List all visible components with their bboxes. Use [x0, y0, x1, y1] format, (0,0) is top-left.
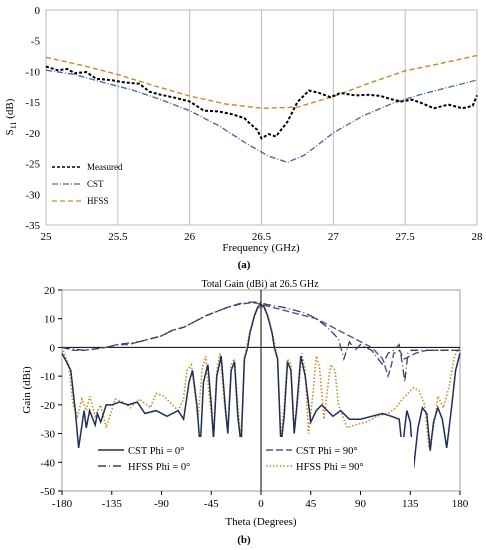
chart-a-x-tick-label: 27: [328, 231, 340, 243]
chart-b-x-tick-label: 180: [452, 498, 469, 510]
chart-a-series-line-cst: [45, 69, 478, 164]
chart-a-x-tick-label: 25: [41, 231, 53, 243]
chart-b-y-tick-label: 0: [50, 342, 56, 354]
chart-b-x-axis-label: Theta (Degrees): [225, 516, 296, 528]
chart-b-legend-label: HFSS Phi = 90°: [296, 462, 364, 473]
chart-b-y-ticks: 20 10 0 -10 -20 -30 -40 -50: [40, 285, 55, 498]
chart-a-x-tick-label: 28: [472, 231, 484, 243]
chart-a-x-ticks: 25 25.5 26 26.5 27 27.5 28: [41, 231, 484, 243]
chart-b-y-axis-label: Gain (dBi): [21, 366, 33, 414]
chart-b-y-tick-label: -50: [40, 486, 55, 498]
chart-a-caption: (a): [238, 259, 251, 271]
chart-b-y-tick-label: -30: [40, 429, 55, 441]
chart-b-axes: [58, 289, 461, 495]
chart-a-x-tick-label: 26: [184, 231, 196, 243]
chart-a-x-tick-label: 26.5: [252, 231, 272, 243]
chart-b-legend-label: CST Phi = 90°: [296, 446, 358, 457]
chart-b-x-ticks: -180 -135 -90 -45 0 45 90 135 180: [52, 498, 469, 510]
chart-a-series-line-hfss: [45, 54, 478, 110]
chart-a-y-tick-label: -10: [25, 66, 40, 78]
chart-b-legend-label: CST Phi = 0°: [128, 446, 184, 457]
chart-a-y-tick-label: -5: [31, 36, 41, 48]
chart-b-series-line: [61, 301, 460, 382]
chart-a: 0 -5 -10 -15 -20 -25 -30 -35 25 25.5 26 26.5 27 27.5…: [4, 5, 483, 271]
chart-b-series: [61, 301, 461, 469]
chart-b-legend-background-left: [96, 437, 242, 475]
chart-b: Total Gain (dBi) at 26.5 GHz 20 10 0 -10 -20…: [21, 279, 469, 546]
chart-a-series: [45, 54, 478, 164]
chart-a-legend-label: Measured: [87, 162, 123, 172]
chart-b-series-line: [61, 306, 461, 449]
chart-a-x-tick-label: 27.5: [396, 231, 416, 243]
chart-a-gridlines: [117, 10, 406, 225]
chart-b-x-tick-label: -180: [52, 498, 73, 510]
chart-a-y-axis-label: S11 (dB): [4, 98, 18, 135]
chart-a-y-ticks: 0 -5 -10 -15 -20 -25 -30 -35: [25, 5, 40, 232]
chart-a-x-axis-label: Frequency (GHz): [222, 242, 300, 254]
chart-a-y-tick-label: -35: [25, 220, 40, 232]
chart-b-title: Total Gain (dBi) at 26.5 GHz: [201, 279, 319, 290]
chart-b-x-tick-label: 45: [305, 498, 317, 510]
chart-b-y-tick-label: -40: [40, 457, 55, 469]
chart-a-y-tick-label: -30: [25, 189, 40, 201]
chart-b-x-tick-label: -135: [102, 498, 123, 510]
chart-b-x-tick-label: 135: [402, 498, 419, 510]
chart-b-legend: CST Phi = 0° CST Phi = 90° HFSS Phi = 0° HF…: [98, 446, 364, 473]
chart-b-legend-background-right: [264, 437, 414, 475]
chart-a-legend-label: CST: [87, 179, 104, 189]
chart-b-x-tick-label: 0: [258, 498, 264, 510]
chart-a-x-tick-label: 25.5: [108, 231, 128, 243]
chart-a-y-tick-label: -25: [25, 159, 40, 171]
chart-b-series-line: [61, 302, 460, 379]
chart-b-x-tick-label: -45: [204, 498, 219, 510]
chart-b-y-tick-label: -20: [40, 400, 55, 412]
chart-b-y-tick-label: 20: [44, 285, 56, 297]
chart-a-legend-label: HFSS: [87, 196, 109, 206]
chart-b-x-tick-label: 90: [355, 498, 367, 510]
chart-a-y-tick-label: 0: [35, 5, 41, 17]
chart-b-legend-label: HFSS Phi = 0°: [128, 462, 190, 473]
chart-b-y-tick-label: -10: [40, 371, 55, 383]
chart-b-x-tick-label: -90: [154, 498, 169, 510]
chart-a-legend: Measured CST HFSS: [52, 162, 123, 206]
chart-a-y-tick-label: -20: [25, 128, 40, 140]
chart-b-series-line: [61, 303, 461, 469]
chart-b-y-tick-label: 10: [44, 314, 56, 326]
chart-a-y-tick-label: -15: [25, 97, 40, 109]
chart-a-series-line-measured: [45, 65, 478, 140]
chart-b-caption: (b): [237, 534, 251, 546]
